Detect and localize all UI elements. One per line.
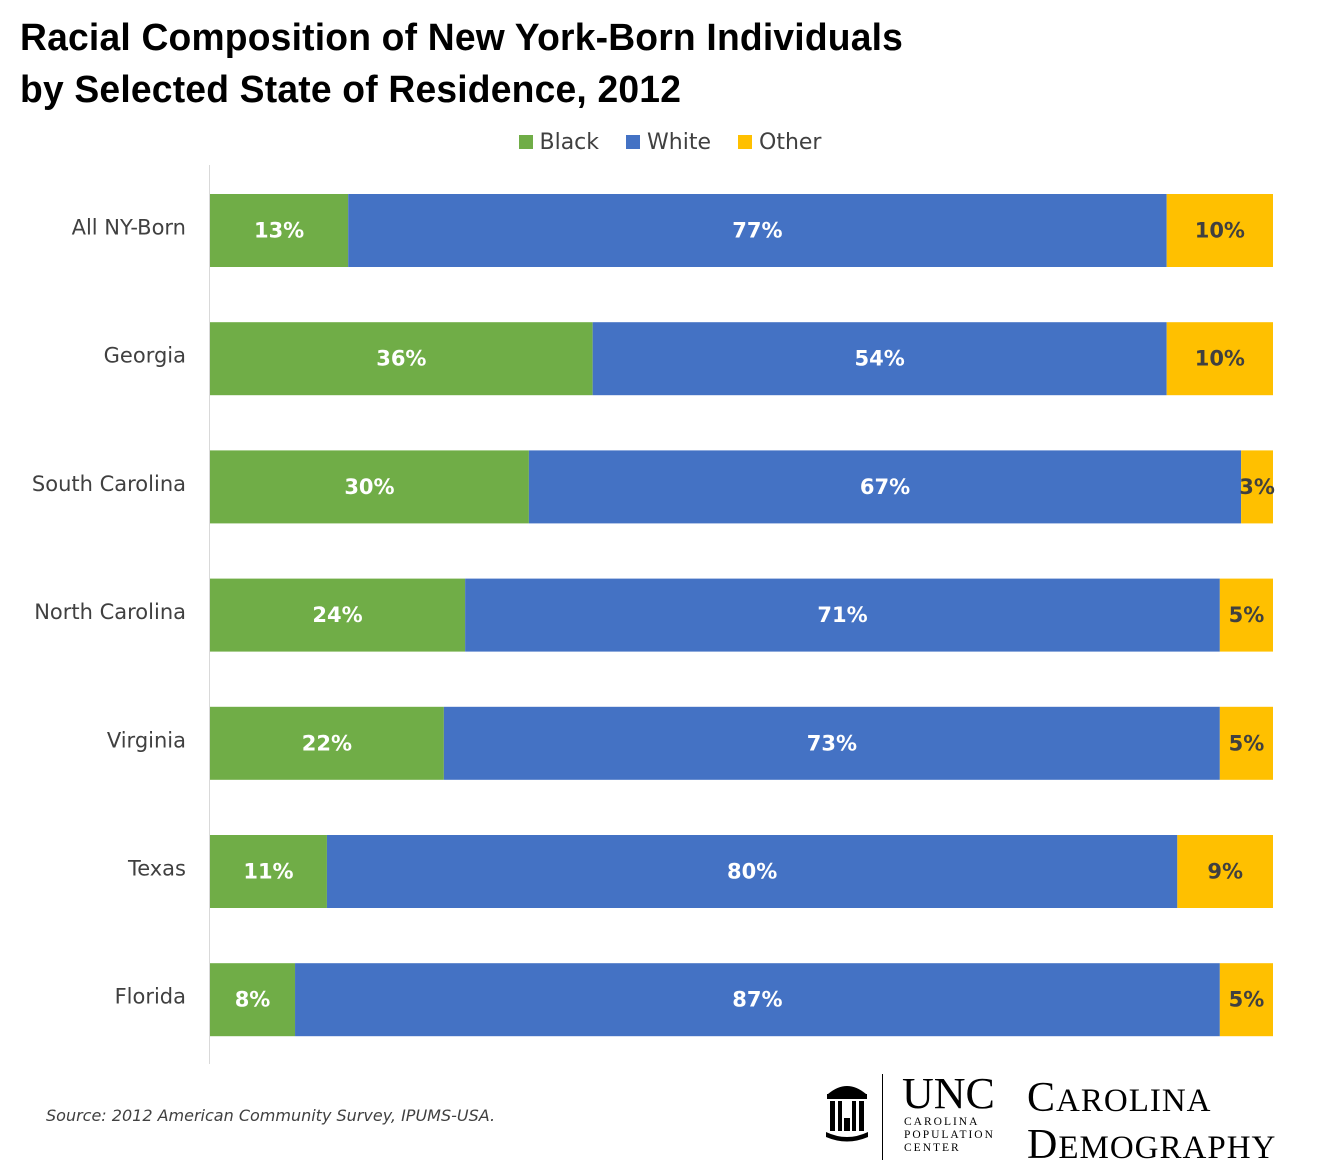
- data-label-other: 10%: [1195, 219, 1245, 243]
- legend-swatch-other: [738, 135, 753, 149]
- data-label-white: 54%: [855, 347, 905, 371]
- logo-cpc-line-3: CENTER: [904, 1142, 961, 1154]
- data-label-black: 13%: [254, 219, 304, 243]
- data-label-other: 5%: [1229, 988, 1265, 1012]
- bar-segment-other: [1219, 578, 1273, 652]
- legend-label-white: White: [647, 130, 712, 155]
- bar-segment-white: [348, 194, 1167, 267]
- category-label: South Carolina: [32, 472, 186, 496]
- legend: Black White Other: [0, 130, 1340, 155]
- chart-title-line-2: by Selected State of Residence, 2012: [20, 69, 682, 111]
- bar-segment-other: [1219, 706, 1273, 780]
- logo-cd-line-2: DEMOGRAPHY: [1027, 1122, 1277, 1168]
- category-label: Texas: [127, 857, 186, 881]
- logo-divider: [882, 1074, 883, 1160]
- bar-segment-white: [443, 706, 1220, 780]
- old-well-icon: [826, 1086, 868, 1142]
- bar-segment-white: [465, 578, 1220, 652]
- data-label-other: 5%: [1229, 603, 1265, 627]
- bar-segment-white: [295, 963, 1220, 1037]
- category-label: North Carolina: [34, 600, 186, 624]
- legend-swatch-black: [518, 135, 533, 149]
- legend-swatch-white: [626, 135, 641, 149]
- data-label-white: 87%: [732, 988, 782, 1012]
- bar-segment-black: [210, 322, 593, 396]
- bar-segment-other: [1219, 963, 1273, 1037]
- data-label-black: 8%: [235, 988, 271, 1012]
- data-label-other: 3%: [1239, 475, 1275, 499]
- data-label-white: 77%: [732, 219, 782, 243]
- logo-carolina-population-center: CAROLINA POPULATION CENTER: [904, 1116, 995, 1155]
- bars-group: 13% 77% 10% 36% 54% 10% 30% 67% 3% 24% 71% 5% 22% 73%…: [210, 194, 1275, 1037]
- source-note: Source: 2012 American Community Survey, …: [46, 1106, 496, 1125]
- bar-segment-black: [210, 706, 444, 780]
- data-label-other: 5%: [1229, 731, 1265, 755]
- category-label: Florida: [115, 985, 186, 1009]
- legend-item-other: Other: [738, 130, 821, 155]
- data-label-other: 9%: [1207, 860, 1243, 884]
- bar-segment-other: [1241, 450, 1273, 524]
- bar-segment-black: [210, 578, 466, 652]
- logo-cpc-line-1: CAROLINA: [904, 1116, 980, 1128]
- data-label-white: 67%: [860, 475, 910, 499]
- bar-segment-black: [210, 450, 529, 524]
- logo-cd-line-1: CAROLINA: [1027, 1075, 1212, 1121]
- category-label: Virginia: [107, 728, 186, 752]
- bar-segment-black: [210, 194, 349, 267]
- data-label-white: 80%: [727, 860, 777, 884]
- bar-segment-other: [1177, 835, 1273, 908]
- chart-title: Racial Composition of New York-Born Indi…: [20, 12, 903, 116]
- bar-segment-white: [528, 450, 1242, 524]
- legend-item-white: White: [626, 130, 711, 155]
- legend-label-black: Black: [539, 130, 600, 155]
- category-label: All NY-Born: [72, 216, 186, 240]
- legend-item-black: Black: [518, 130, 600, 155]
- logo-cpc-line-2: POPULATION: [904, 1129, 995, 1141]
- bar-segment-white: [326, 835, 1178, 908]
- data-label-black: 22%: [302, 731, 352, 755]
- data-label-black: 11%: [243, 860, 293, 884]
- chart-title-line-1: Racial Composition of New York-Born Indi…: [20, 17, 904, 59]
- data-label-black: 36%: [376, 347, 426, 371]
- data-label-other: 10%: [1195, 347, 1245, 371]
- logo-unc: UNC: [902, 1069, 995, 1118]
- legend-label-other: Other: [759, 130, 822, 155]
- bar-segment-black: [210, 963, 296, 1037]
- bar-segment-other: [1166, 194, 1273, 267]
- unc-carolina-demography-logo: UNC CAROLINA POPULATION CENTER CAROLINA …: [822, 1069, 1332, 1167]
- data-label-white: 71%: [817, 603, 867, 627]
- bar-segment-other: [1166, 322, 1273, 396]
- category-labels-group: All NY-Born Georgia South Carolina North Ca…: [32, 216, 186, 1009]
- data-label-black: 30%: [344, 475, 394, 499]
- category-label: Georgia: [104, 344, 186, 368]
- data-label-black: 24%: [312, 603, 362, 627]
- bar-segment-white: [592, 322, 1167, 396]
- bar-segment-black: [210, 835, 327, 908]
- logo-carolina-demography: CAROLINA DEMOGRAPHY: [1027, 1076, 1276, 1170]
- data-label-white: 73%: [807, 731, 857, 755]
